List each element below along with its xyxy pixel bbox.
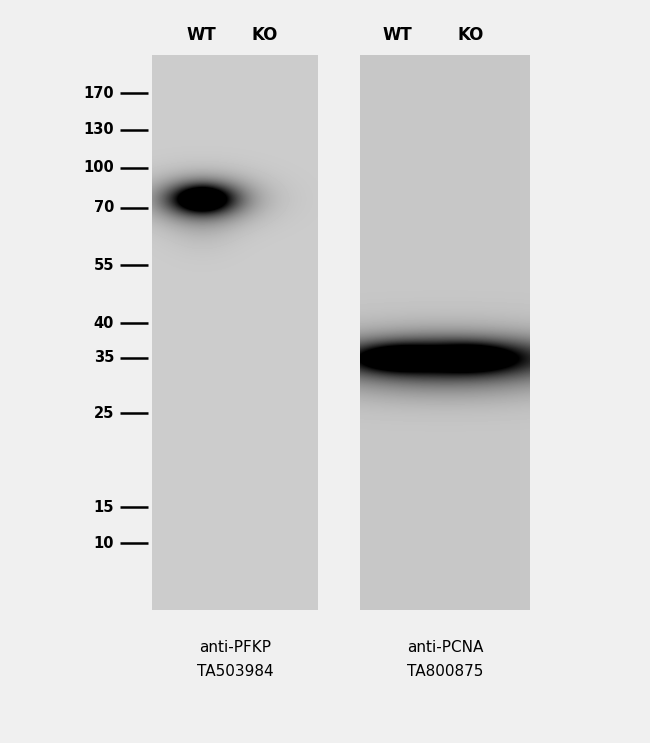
Text: 35: 35: [94, 351, 114, 366]
Text: TA800875: TA800875: [407, 664, 483, 680]
Text: anti-PFKP: anti-PFKP: [199, 640, 271, 655]
Text: KO: KO: [252, 26, 278, 44]
Text: WT: WT: [187, 26, 216, 44]
Text: KO: KO: [458, 26, 484, 44]
Text: 55: 55: [94, 258, 114, 273]
Text: anti-PCNA: anti-PCNA: [407, 640, 483, 655]
Text: 15: 15: [94, 499, 114, 514]
Text: TA503984: TA503984: [197, 664, 273, 680]
Text: 10: 10: [94, 536, 114, 551]
Text: WT: WT: [382, 26, 412, 44]
Text: 40: 40: [94, 316, 114, 331]
Text: 25: 25: [94, 406, 114, 421]
Text: 170: 170: [83, 85, 114, 100]
Text: 100: 100: [83, 160, 114, 175]
Text: 70: 70: [94, 201, 114, 215]
Text: 130: 130: [83, 123, 114, 137]
